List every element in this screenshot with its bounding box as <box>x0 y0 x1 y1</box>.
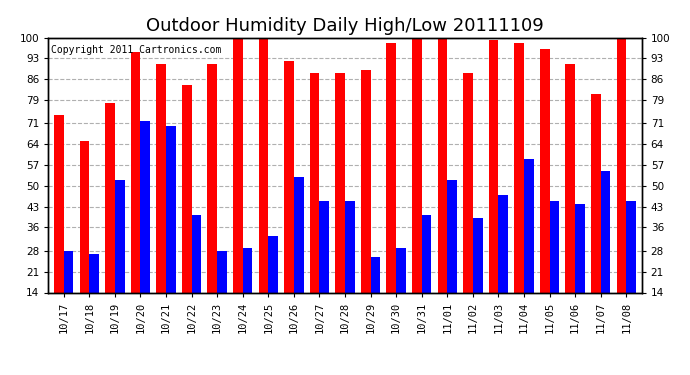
Bar <box>182 85 192 292</box>
Bar <box>361 70 371 292</box>
Bar <box>514 44 524 292</box>
Bar <box>268 236 278 292</box>
Bar <box>489 40 498 292</box>
Bar <box>284 61 294 292</box>
Bar <box>319 201 329 292</box>
Bar <box>115 180 124 292</box>
Bar <box>166 126 176 292</box>
Bar <box>371 257 380 292</box>
Bar <box>140 120 150 292</box>
Bar <box>386 44 396 292</box>
Bar <box>540 50 550 292</box>
Bar <box>192 215 201 292</box>
Bar <box>422 215 431 292</box>
Bar <box>208 64 217 292</box>
Bar <box>463 73 473 292</box>
Text: Copyright 2011 Cartronics.com: Copyright 2011 Cartronics.com <box>51 45 221 55</box>
Bar <box>63 251 73 292</box>
Bar <box>617 38 627 292</box>
Bar <box>294 177 304 292</box>
Bar <box>79 141 89 292</box>
Bar <box>396 248 406 292</box>
Bar <box>335 73 345 292</box>
Title: Outdoor Humidity Daily High/Low 20111109: Outdoor Humidity Daily High/Low 20111109 <box>146 16 544 34</box>
Bar <box>627 201 636 292</box>
Bar <box>412 38 422 292</box>
Bar <box>130 53 140 292</box>
Bar <box>54 115 63 292</box>
Bar <box>550 201 560 292</box>
Bar <box>89 254 99 292</box>
Bar <box>473 218 482 292</box>
Bar <box>591 94 601 292</box>
Bar <box>345 201 355 292</box>
Bar <box>601 171 611 292</box>
Bar <box>233 38 243 292</box>
Bar <box>566 64 575 292</box>
Bar <box>575 204 585 292</box>
Bar <box>156 64 166 292</box>
Bar <box>524 159 534 292</box>
Bar <box>243 248 253 292</box>
Bar <box>105 103 115 292</box>
Bar <box>437 38 447 292</box>
Bar <box>259 38 268 292</box>
Bar <box>447 180 457 292</box>
Bar <box>310 73 319 292</box>
Bar <box>217 251 227 292</box>
Bar <box>498 195 508 292</box>
